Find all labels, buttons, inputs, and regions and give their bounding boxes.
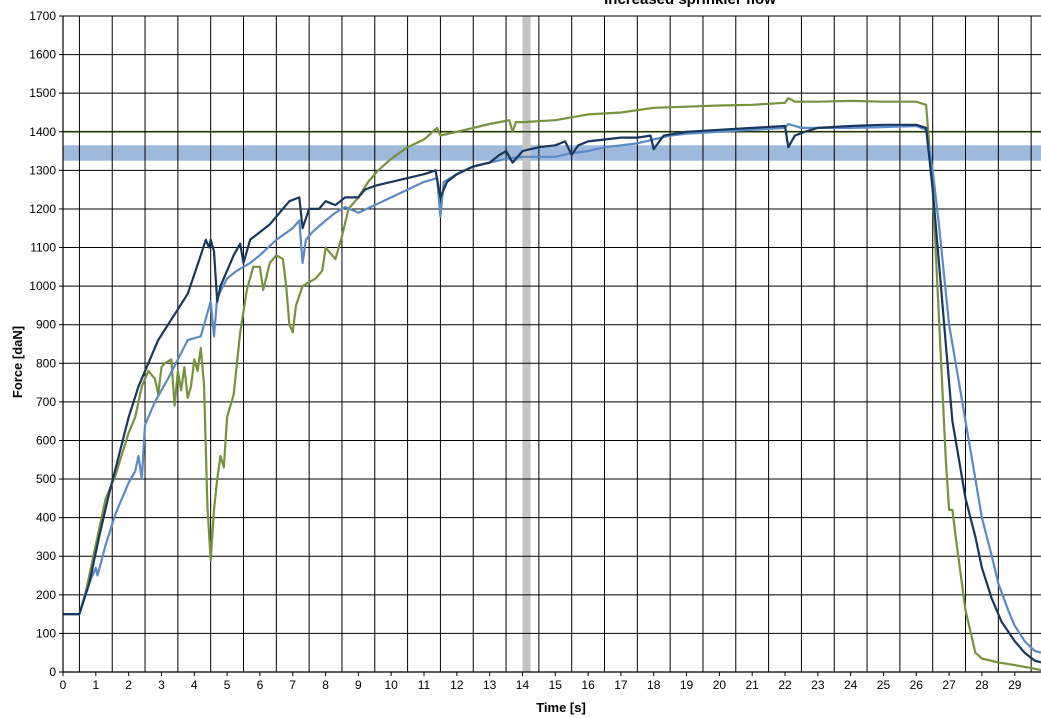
x-tick-label: 4 [191,678,198,692]
y-tick-labels: 0 100 200 300 400 500 600 700 800 900 1000 1100 1200… [29,9,56,679]
x-tick-label: 12 [450,678,464,692]
chart-title: Increased sprinkler flow [604,0,776,8]
x-tick-label: 9 [355,678,362,692]
y-tick-label: 1300 [29,163,56,177]
time-marker-band [522,16,531,672]
y-tick-label: 400 [36,511,56,525]
x-tick-label: 6 [257,678,264,692]
x-tick-labels: 0 1 2 3 4 5 6 7 8 9 10 11 12 13 14 15 16 17 18 19 20 21 22 23 24… [60,678,1022,692]
x-tick-label: 13 [483,678,497,692]
x-tick-label: 11 [418,678,431,692]
y-tick-label: 600 [36,433,56,447]
series-lines [63,97,1041,672]
y-tick-label: 1400 [29,125,56,139]
x-tick-label: 25 [877,678,891,692]
y-tick-label: 500 [36,472,56,486]
x-tick-label: 22 [778,678,792,692]
y-tick-label: 700 [36,395,56,409]
x-tick-label: 29 [1008,678,1022,692]
x-tick-label: 19 [680,678,694,692]
y-tick-label: 1100 [30,241,56,255]
y-tick-label: 1600 [29,48,56,62]
x-tick-label: 18 [647,678,661,692]
x-tick-label: 21 [746,678,760,692]
y-tick-label: 900 [36,318,56,332]
series-line-3 [63,123,1041,664]
y-axis-label: Force [daN] [10,326,25,398]
x-tick-label: 23 [811,678,825,692]
x-tick-label: 14 [516,678,530,692]
y-tick-label: 1500 [29,86,56,100]
reference-bands [63,16,1041,672]
series-line-2 [63,122,1041,654]
x-tick-label: 15 [549,678,563,692]
x-tick-label: 17 [614,678,628,692]
y-tick-label: 1000 [29,279,56,293]
x-tick-label: 20 [713,678,727,692]
axes [59,15,1041,676]
grid-lines [63,15,1041,673]
x-tick-label: 28 [975,678,989,692]
y-tick-label: 0 [49,665,56,679]
y-tick-label: 1200 [29,202,56,216]
x-tick-label: 26 [910,678,924,692]
x-tick-label: 0 [60,678,67,692]
x-tick-label: 1 [92,678,99,692]
y-tick-label: 200 [36,588,56,602]
y-tick-label: 1700 [29,9,56,23]
x-tick-label: 16 [581,678,595,692]
x-tick-label: 8 [322,678,329,692]
x-tick-label: 27 [942,678,956,692]
y-tick-label: 100 [36,626,56,640]
series-line-1 [63,97,1041,672]
x-tick-label: 24 [844,678,858,692]
y-tick-label: 800 [36,356,56,370]
reference-band [63,145,1041,161]
x-tick-label: 3 [158,678,165,692]
x-tick-label: 7 [289,678,296,692]
x-tick-label: 10 [385,678,399,692]
x-tick-label: 5 [224,678,231,692]
y-tick-label: 300 [36,549,56,563]
x-tick-label: 2 [125,678,132,692]
x-axis-label: Time [s] [536,700,586,715]
